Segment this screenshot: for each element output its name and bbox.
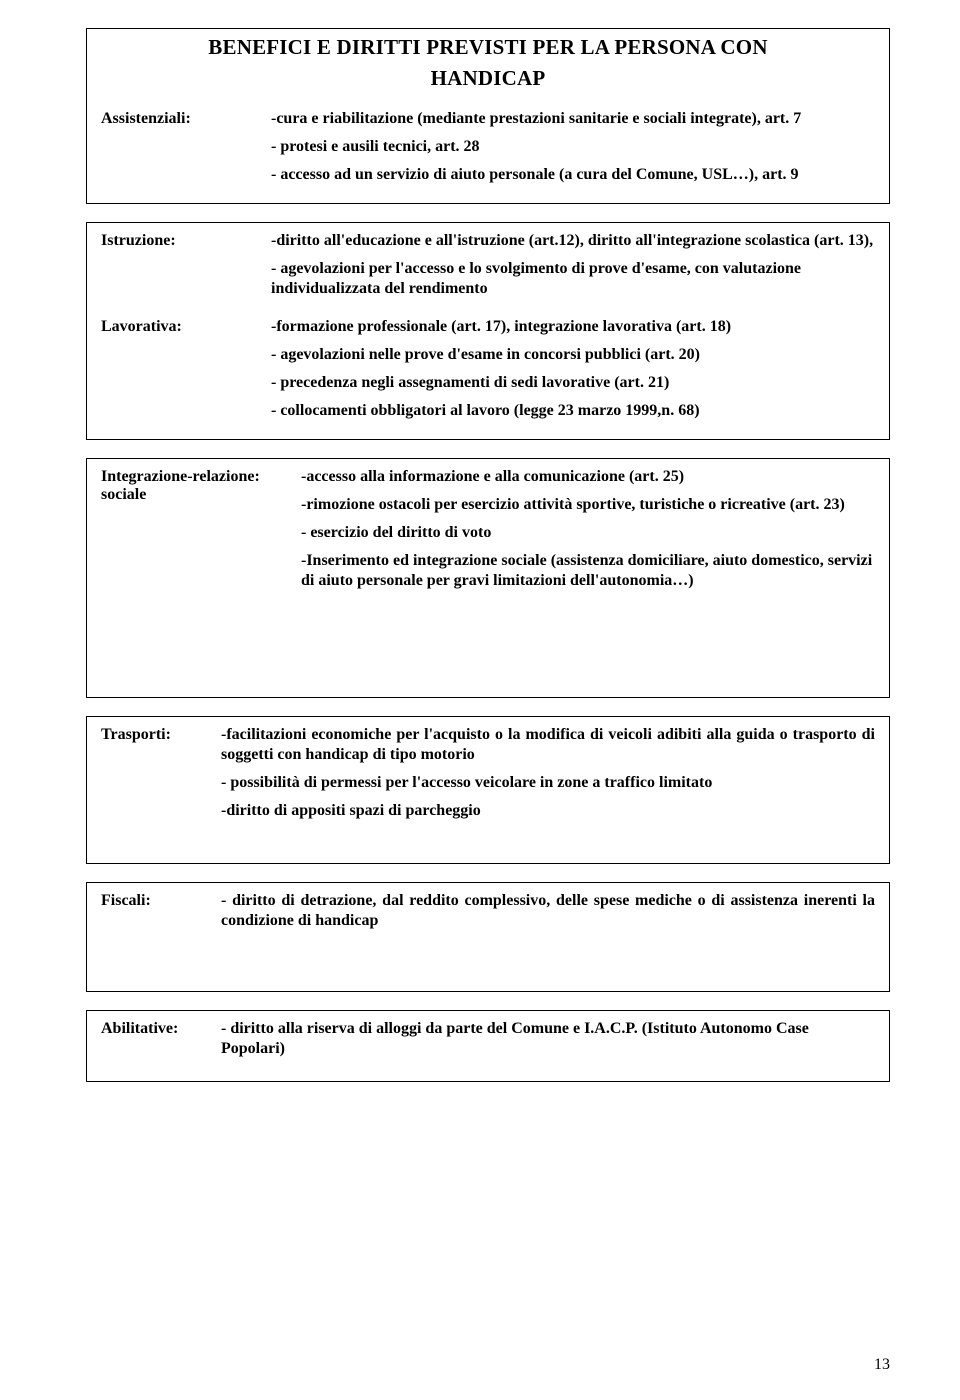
doc-title-line1: BENEFICI E DIRITTI PREVISTI PER LA PERSO…: [101, 35, 875, 60]
integrazione-item-0: -accesso alla informazione e alla comuni…: [301, 468, 684, 485]
box-istruzione-lavorativa: Istruzione: -diritto all'educazione e al…: [86, 222, 890, 440]
integrazione-item-3: -Inserimento ed integrazione sociale (as…: [301, 552, 872, 589]
istruzione-item-0: -diritto all'educazione e all'istruzione…: [271, 232, 873, 249]
assistenziali-item-2: - accesso ad un servizio di aiuto person…: [271, 166, 799, 183]
integrazione-label-line1: Integrazione-relazione:: [101, 468, 260, 485]
abilitative-item-0: - diritto alla riserva di alloggi da par…: [221, 1020, 809, 1057]
label-assistenziali: Assistenziali:: [101, 109, 271, 128]
integrazione-label-line2: sociale: [101, 486, 146, 503]
lavorativa-item-2: - precedenza negli assegnamenti di sedi …: [271, 374, 669, 391]
content-abilitative: - diritto alla riserva di alloggi da par…: [221, 1019, 875, 1059]
label-integrazione: Integrazione-relazione: sociale: [101, 467, 301, 504]
trasporti-item-1: - possibilità di permessi per l'accesso …: [221, 774, 712, 791]
fiscali-item-0: - diritto di detrazione, dal reddito com…: [221, 892, 875, 929]
integrazione-item-2: - esercizio del diritto di voto: [301, 524, 491, 541]
label-trasporti: Trasporti:: [101, 725, 221, 744]
box-fiscali: Fiscali: - diritto di detrazione, dal re…: [86, 882, 890, 992]
content-fiscali: - diritto di detrazione, dal reddito com…: [221, 891, 875, 931]
content-istruzione: -diritto all'educazione e all'istruzione…: [271, 231, 875, 299]
content-trasporti: -facilitazioni economiche per l'acquisto…: [221, 725, 875, 821]
content-assistenziali: -cura e riabilitazione (mediante prestaz…: [271, 109, 875, 185]
label-istruzione: Istruzione:: [101, 231, 271, 250]
lavorativa-item-0: -formazione professionale (art. 17), int…: [271, 318, 731, 335]
label-fiscali: Fiscali:: [101, 891, 221, 910]
box-integrazione: Integrazione-relazione: sociale -accesso…: [86, 458, 890, 698]
assistenziali-item-1: - protesi e ausili tecnici, art. 28: [271, 138, 480, 155]
content-lavorativa: -formazione professionale (art. 17), int…: [271, 317, 875, 421]
integrazione-item-1: -rimozione ostacoli per esercizio attivi…: [301, 496, 845, 513]
page-number: 13: [874, 1356, 890, 1374]
istruzione-item-1: - agevolazioni per l'accesso e lo svolgi…: [271, 260, 801, 297]
trasporti-item-0: -facilitazioni economiche per l'acquisto…: [221, 726, 875, 763]
trasporti-item-2: -diritto di appositi spazi di parcheggio: [221, 802, 481, 819]
doc-title-line2: HANDICAP: [101, 66, 875, 91]
lavorativa-item-1: - agevolazioni nelle prove d'esame in co…: [271, 346, 700, 363]
box-trasporti: Trasporti: -facilitazioni economiche per…: [86, 716, 890, 864]
assistenziali-item-0: -cura e riabilitazione (mediante prestaz…: [271, 110, 801, 127]
box-assistenziali: BENEFICI E DIRITTI PREVISTI PER LA PERSO…: [86, 28, 890, 204]
label-lavorativa: Lavorativa:: [101, 317, 271, 336]
content-integrazione: -accesso alla informazione e alla comuni…: [301, 467, 875, 591]
box-abilitative: Abilitative: - diritto alla riserva di a…: [86, 1010, 890, 1082]
lavorativa-item-3: - collocamenti obbligatori al lavoro (le…: [271, 402, 700, 419]
label-abilitative: Abilitative:: [101, 1019, 221, 1038]
